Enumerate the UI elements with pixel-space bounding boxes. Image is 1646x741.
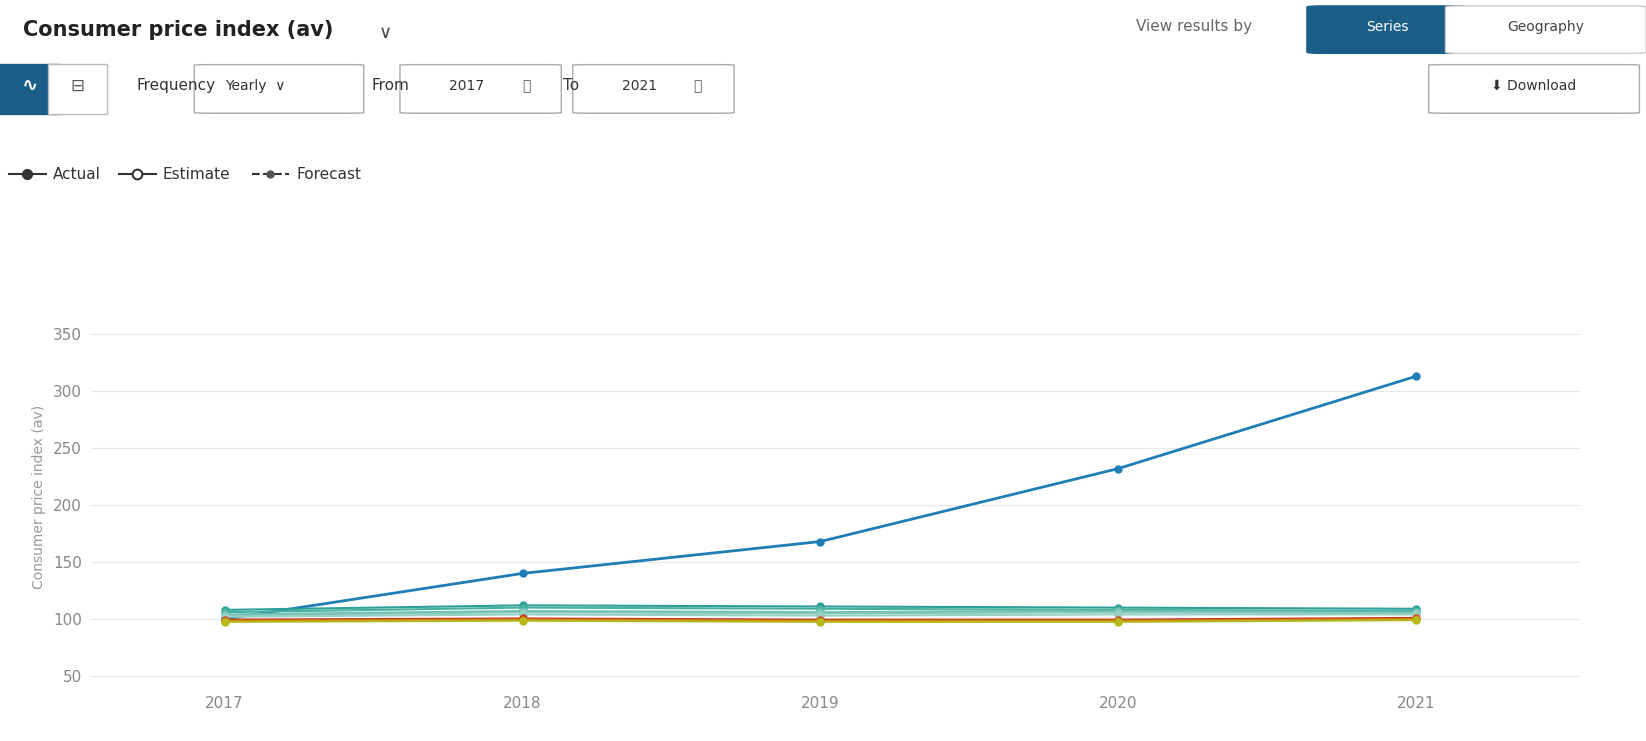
Text: Consumer price index (av): Consumer price index (av) [23, 20, 332, 39]
Text: 📅: 📅 [522, 79, 532, 93]
FancyBboxPatch shape [400, 64, 561, 113]
FancyBboxPatch shape [0, 64, 59, 114]
Text: Geography: Geography [1508, 20, 1583, 33]
FancyBboxPatch shape [573, 64, 734, 113]
FancyBboxPatch shape [48, 64, 107, 114]
Text: 📅: 📅 [693, 79, 703, 93]
Text: Yearly  ∨: Yearly ∨ [226, 79, 285, 93]
Text: 2017: 2017 [449, 79, 484, 93]
Text: ⬇ Download: ⬇ Download [1491, 79, 1577, 93]
Text: View results by: View results by [1136, 19, 1251, 34]
FancyBboxPatch shape [194, 64, 364, 113]
Text: Estimate: Estimate [163, 167, 230, 182]
Text: ∿: ∿ [21, 76, 38, 96]
FancyBboxPatch shape [1307, 6, 1467, 53]
Text: Frequency: Frequency [137, 79, 216, 93]
Text: To: To [563, 79, 579, 93]
Y-axis label: Consumer price index (av): Consumer price index (av) [33, 405, 46, 588]
FancyBboxPatch shape [1429, 64, 1639, 113]
Text: From: From [372, 79, 410, 93]
Text: Actual: Actual [53, 167, 100, 182]
Text: Series: Series [1366, 20, 1409, 33]
Text: ∨: ∨ [379, 24, 392, 41]
Text: 2021: 2021 [622, 79, 657, 93]
FancyBboxPatch shape [1445, 6, 1646, 53]
Text: Forecast: Forecast [296, 167, 360, 182]
Text: ⊟: ⊟ [71, 77, 84, 95]
